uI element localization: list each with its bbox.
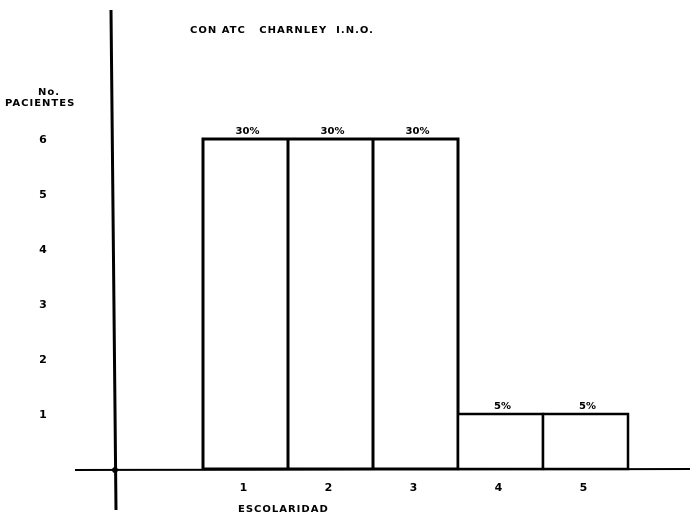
y-tick-label-4: 4 bbox=[39, 243, 47, 256]
chart-title: CON ATC CHARNLEY I.N.O. bbox=[190, 25, 374, 36]
y-axis-label-line-1: No. bbox=[38, 87, 60, 98]
x-tick-label-4: 4 bbox=[495, 481, 503, 494]
y-axis-label-line-2: PACIENTES bbox=[5, 98, 75, 109]
x-tick-label-3: 3 bbox=[410, 481, 418, 494]
y-tick-label-6: 6 bbox=[39, 133, 47, 146]
y-tick-label-1: 1 bbox=[39, 408, 47, 421]
x-tick-label-5: 5 bbox=[580, 481, 588, 494]
y-tick-label-5: 5 bbox=[39, 188, 47, 201]
data-label-2: 30% bbox=[321, 126, 345, 137]
data-label-3: 30% bbox=[406, 126, 430, 137]
bar-5 bbox=[541, 412, 630, 471]
bar-2 bbox=[286, 137, 375, 471]
axis-origin-dot bbox=[112, 467, 118, 473]
bar-1 bbox=[201, 137, 290, 471]
x-ticks-group: 1 2 3 4 5 bbox=[240, 481, 588, 494]
y-tick-label-2: 2 bbox=[39, 353, 47, 366]
data-label-5: 5% bbox=[579, 401, 596, 412]
bar-3 bbox=[371, 137, 460, 471]
bars-group: 30% 30% 30% 5% 5% bbox=[201, 126, 630, 471]
x-tick-label-1: 1 bbox=[240, 481, 248, 494]
data-label-4: 5% bbox=[494, 401, 511, 412]
x-axis-label: ESCOLARIDAD bbox=[238, 504, 329, 515]
x-tick-label-2: 2 bbox=[325, 481, 333, 494]
y-axis-line bbox=[109, 9, 118, 511]
bar-4 bbox=[456, 412, 545, 471]
y-tick-label-3: 3 bbox=[39, 298, 47, 311]
y-ticks-group: 1 2 3 4 5 6 bbox=[39, 133, 47, 421]
data-label-1: 30% bbox=[236, 126, 260, 137]
